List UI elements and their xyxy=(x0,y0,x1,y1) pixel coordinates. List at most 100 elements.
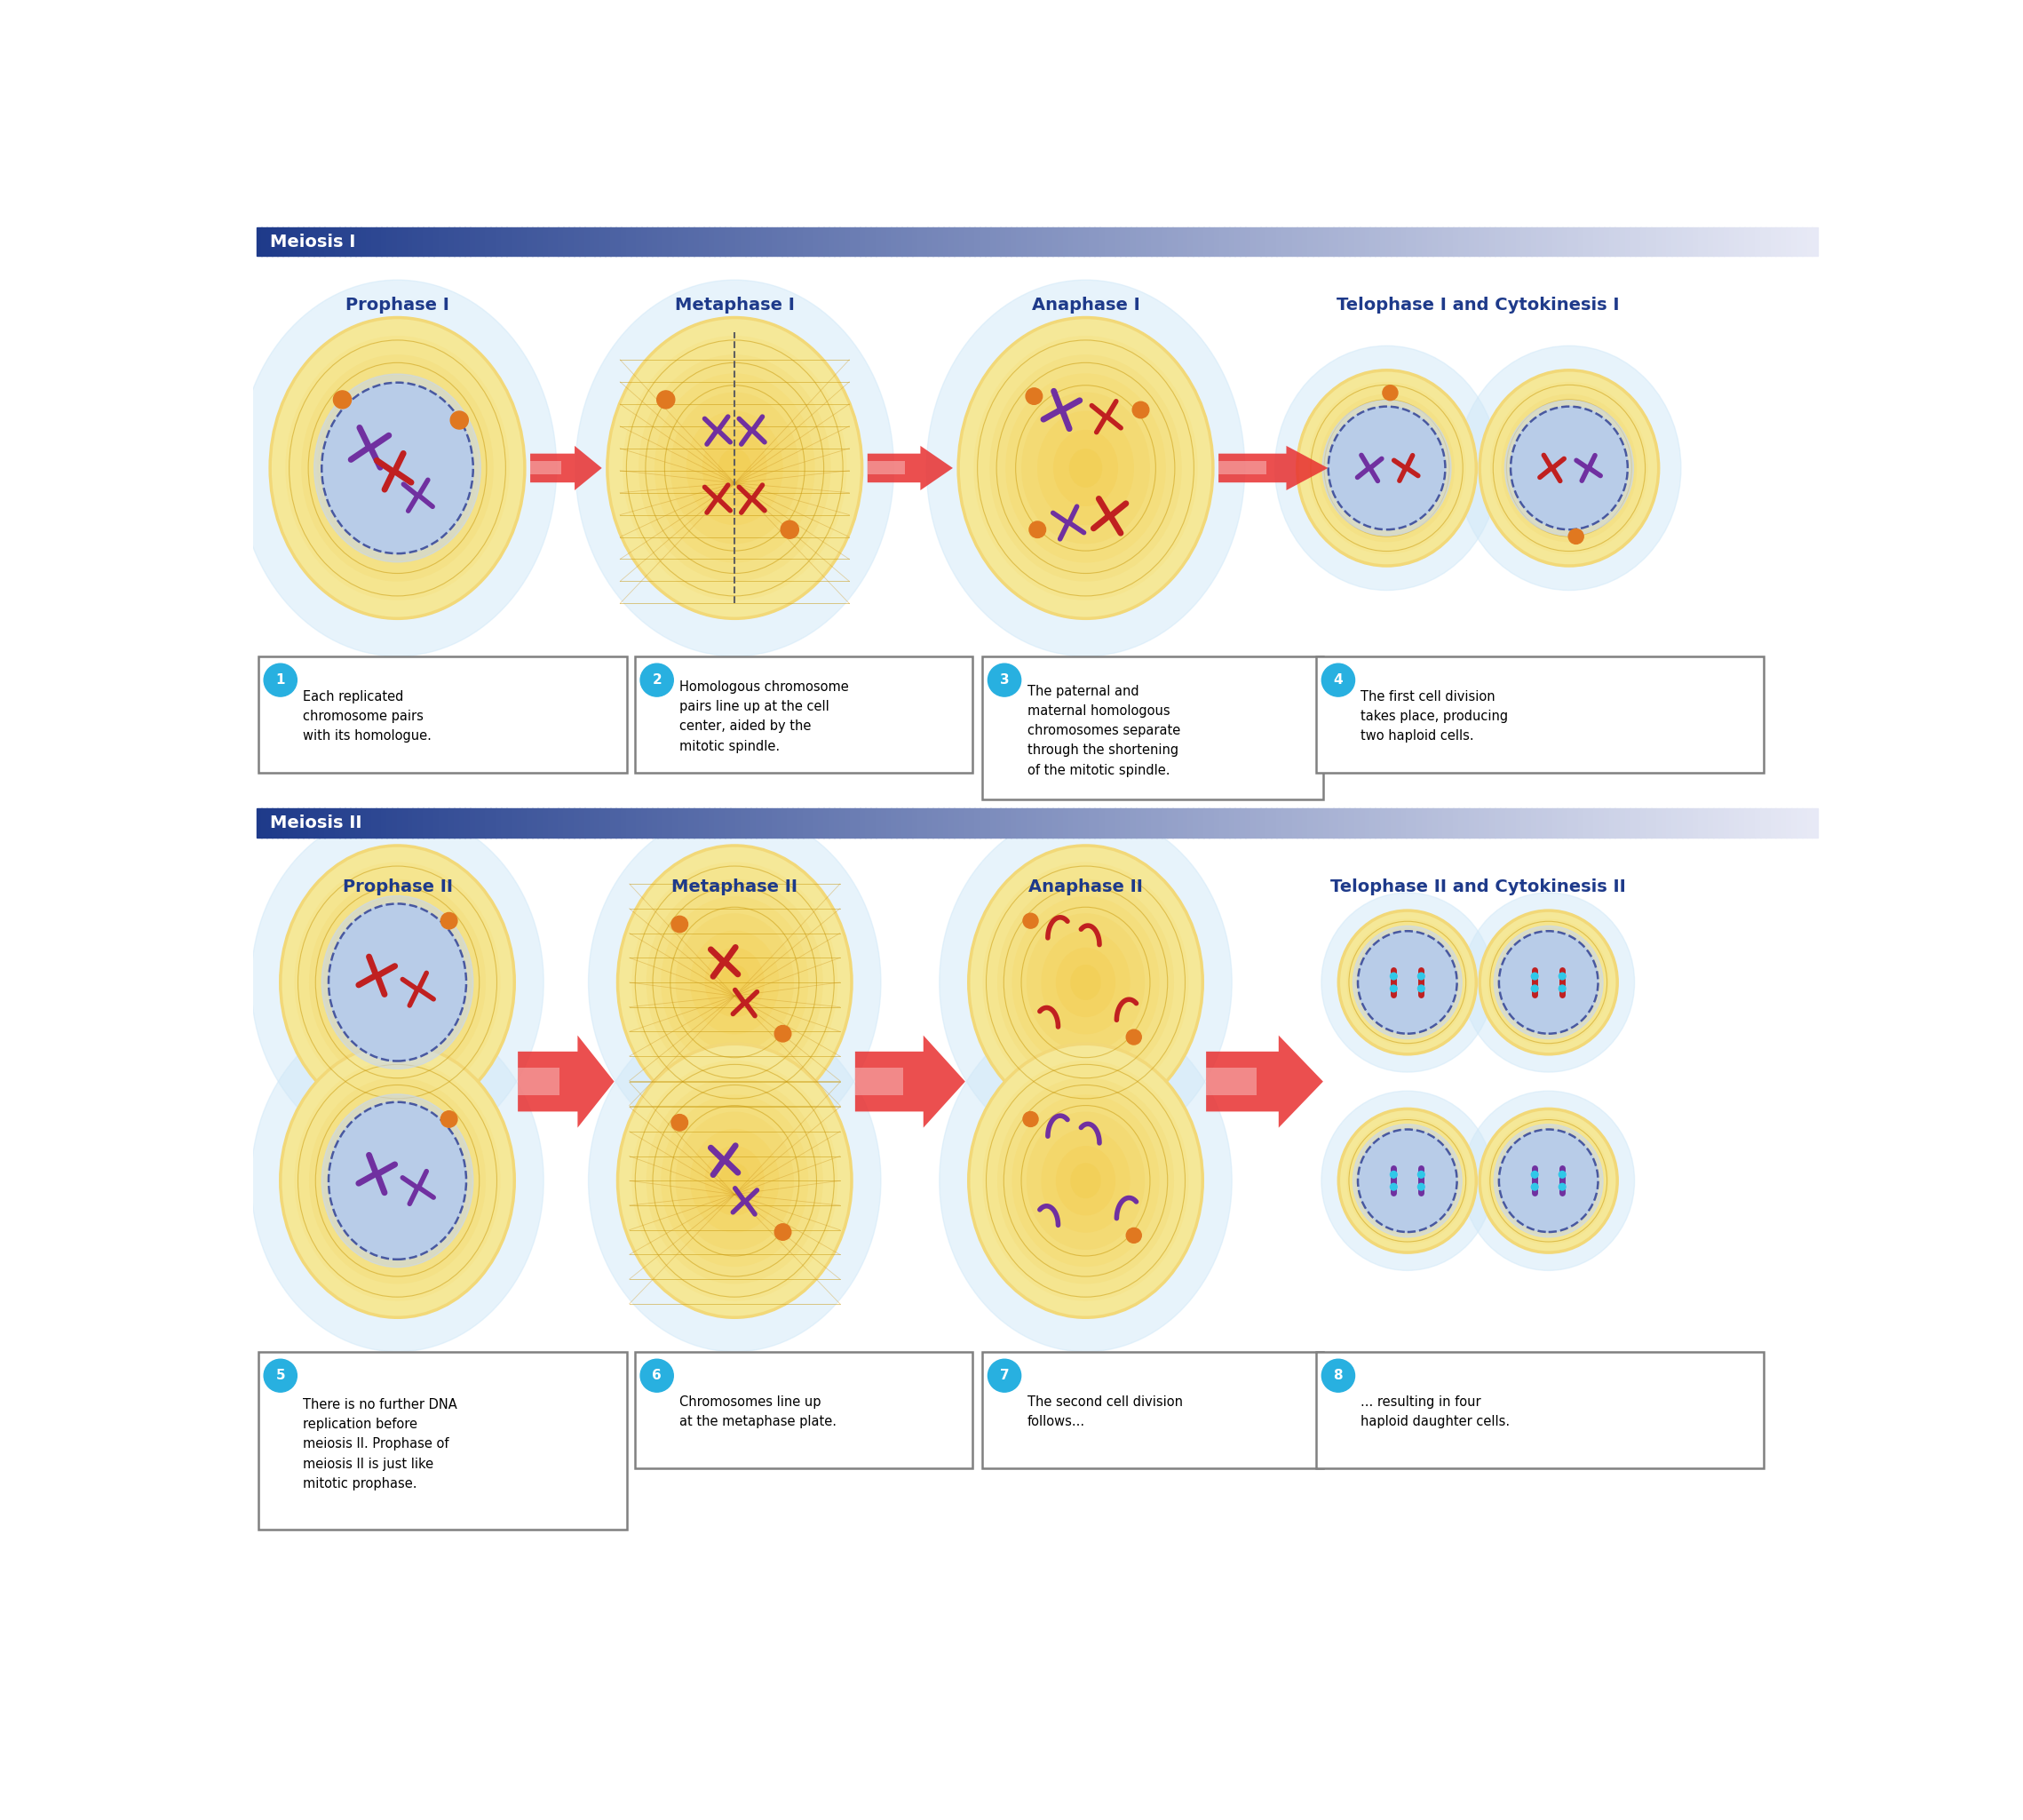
Ellipse shape xyxy=(1463,892,1635,1072)
Ellipse shape xyxy=(959,317,1214,619)
Bar xyxy=(320,228,324,257)
Bar xyxy=(1078,808,1084,837)
Bar xyxy=(1220,228,1224,257)
Bar xyxy=(694,228,700,257)
Circle shape xyxy=(987,1360,1022,1392)
Bar xyxy=(959,228,965,257)
Text: Telophase II and Cytokinesis II: Telophase II and Cytokinesis II xyxy=(1331,879,1626,895)
Polygon shape xyxy=(1218,462,1266,475)
Bar xyxy=(813,808,819,837)
Bar xyxy=(1270,808,1277,837)
Bar xyxy=(1125,808,1131,837)
Ellipse shape xyxy=(1479,369,1659,566)
Bar xyxy=(1422,808,1428,837)
Text: Metaphase I: Metaphase I xyxy=(676,297,795,313)
Bar xyxy=(698,228,704,257)
Bar xyxy=(890,228,896,257)
Bar xyxy=(870,808,876,837)
Ellipse shape xyxy=(983,1061,1188,1301)
Ellipse shape xyxy=(314,373,481,562)
Bar xyxy=(548,228,554,257)
Bar xyxy=(1353,808,1359,837)
Bar xyxy=(1754,228,1760,257)
Bar xyxy=(502,228,506,257)
Ellipse shape xyxy=(1329,406,1444,530)
Ellipse shape xyxy=(1495,926,1602,1039)
Text: Prophase I: Prophase I xyxy=(346,297,449,313)
Bar xyxy=(744,808,751,837)
Bar xyxy=(1578,228,1584,257)
Bar xyxy=(512,808,518,837)
Bar xyxy=(1131,228,1137,257)
Bar xyxy=(803,228,809,257)
Bar xyxy=(1135,808,1141,837)
Bar xyxy=(1052,808,1058,837)
Bar xyxy=(506,228,512,257)
Polygon shape xyxy=(856,1068,902,1096)
Bar xyxy=(469,808,475,837)
Bar xyxy=(1432,228,1438,257)
Bar xyxy=(1343,808,1349,837)
Bar xyxy=(1058,228,1064,257)
Bar xyxy=(423,228,429,257)
Ellipse shape xyxy=(1274,346,1499,590)
Ellipse shape xyxy=(1038,411,1133,524)
Bar xyxy=(787,808,793,837)
Bar xyxy=(370,808,376,837)
Bar xyxy=(1693,808,1697,837)
Bar xyxy=(356,228,360,257)
Bar xyxy=(615,228,621,257)
Bar xyxy=(1038,808,1042,837)
Bar xyxy=(1608,228,1614,257)
Ellipse shape xyxy=(1347,1117,1467,1243)
Bar xyxy=(1776,228,1782,257)
Bar xyxy=(876,808,882,837)
Ellipse shape xyxy=(328,1103,465,1259)
Bar xyxy=(1740,808,1746,837)
Bar xyxy=(999,808,1005,837)
Bar xyxy=(1661,228,1667,257)
Bar xyxy=(1796,228,1802,257)
Bar xyxy=(1525,228,1531,257)
Circle shape xyxy=(441,1110,457,1127)
Bar xyxy=(1198,808,1204,837)
Bar xyxy=(1718,228,1724,257)
Ellipse shape xyxy=(1513,1145,1582,1216)
Bar xyxy=(797,228,803,257)
Bar xyxy=(1167,808,1173,837)
Bar xyxy=(350,228,356,257)
Bar xyxy=(1208,808,1214,837)
Ellipse shape xyxy=(1054,430,1117,506)
Bar xyxy=(516,228,522,257)
Bar xyxy=(708,808,714,837)
Bar xyxy=(1469,228,1475,257)
Bar xyxy=(1297,808,1303,837)
Bar xyxy=(1489,228,1495,257)
Bar xyxy=(320,808,324,837)
Bar xyxy=(1432,808,1438,837)
Bar xyxy=(684,808,690,837)
Bar xyxy=(1396,228,1402,257)
Ellipse shape xyxy=(1070,965,1101,999)
FancyBboxPatch shape xyxy=(1317,657,1764,772)
Bar xyxy=(1048,808,1054,837)
Ellipse shape xyxy=(1540,1172,1558,1190)
Ellipse shape xyxy=(295,1061,500,1301)
Ellipse shape xyxy=(239,280,556,657)
Bar xyxy=(1562,228,1568,257)
Bar xyxy=(1515,228,1521,257)
Bar xyxy=(1026,228,1032,257)
Text: Homologous chromosome
pairs line up at the cell
center, aided by the
mitotic spi: Homologous chromosome pairs line up at t… xyxy=(680,681,850,753)
Bar xyxy=(1016,808,1022,837)
Ellipse shape xyxy=(997,1077,1173,1283)
Ellipse shape xyxy=(1323,400,1450,535)
Bar xyxy=(1677,228,1683,257)
Ellipse shape xyxy=(997,879,1173,1085)
Bar xyxy=(1016,228,1022,257)
Bar xyxy=(1594,228,1600,257)
Bar xyxy=(1750,228,1756,257)
Bar xyxy=(1661,808,1667,837)
Ellipse shape xyxy=(354,1130,441,1232)
Bar xyxy=(1438,228,1442,257)
Text: The second cell division
follows...: The second cell division follows... xyxy=(1028,1396,1183,1429)
